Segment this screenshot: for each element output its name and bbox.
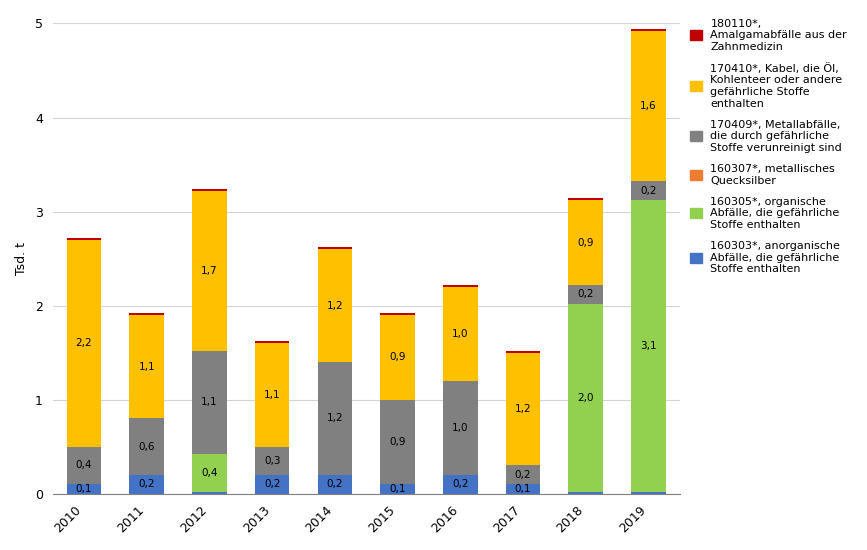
Text: 1,2: 1,2 xyxy=(327,300,343,311)
Bar xyxy=(317,248,352,249)
Text: 1,1: 1,1 xyxy=(139,362,155,372)
Bar xyxy=(129,419,164,475)
Bar xyxy=(505,465,540,484)
Bar xyxy=(67,240,101,447)
Bar xyxy=(317,362,352,475)
Bar xyxy=(255,343,290,447)
Bar xyxy=(443,285,478,287)
Text: 1,7: 1,7 xyxy=(201,266,218,276)
Text: 2,2: 2,2 xyxy=(75,338,92,348)
Text: 0,4: 0,4 xyxy=(201,468,218,478)
Bar xyxy=(192,189,226,191)
Bar xyxy=(443,287,478,381)
Bar xyxy=(443,381,478,475)
Bar xyxy=(255,475,290,494)
Bar xyxy=(192,351,226,454)
Text: 0,4: 0,4 xyxy=(75,460,92,470)
Text: 3,1: 3,1 xyxy=(640,341,656,351)
Bar xyxy=(192,454,226,492)
Text: 0,1: 0,1 xyxy=(515,484,531,494)
Bar xyxy=(67,484,101,494)
Bar xyxy=(67,238,101,240)
Bar xyxy=(631,182,666,200)
Bar xyxy=(192,492,226,494)
Bar xyxy=(192,191,226,351)
Bar xyxy=(505,353,540,465)
Text: 0,2: 0,2 xyxy=(577,289,594,299)
Bar xyxy=(129,475,164,494)
Bar xyxy=(569,200,603,285)
Bar xyxy=(569,285,603,304)
Text: 0,1: 0,1 xyxy=(75,484,92,494)
Bar xyxy=(631,29,666,31)
Text: 0,3: 0,3 xyxy=(264,456,280,466)
Text: 0,2: 0,2 xyxy=(264,479,280,490)
Text: 1,0: 1,0 xyxy=(452,423,468,433)
Text: 0,9: 0,9 xyxy=(577,238,594,248)
Bar xyxy=(569,304,603,492)
Text: 1,0: 1,0 xyxy=(452,329,468,339)
Text: 0,2: 0,2 xyxy=(452,479,468,490)
Bar xyxy=(505,484,540,494)
Text: 0,2: 0,2 xyxy=(515,470,531,480)
Text: 1,1: 1,1 xyxy=(201,398,218,408)
Text: 0,6: 0,6 xyxy=(139,442,155,452)
Bar xyxy=(569,199,603,200)
Bar xyxy=(631,492,666,494)
Bar xyxy=(129,315,164,419)
Y-axis label: Tsd. t: Tsd. t xyxy=(15,242,28,275)
Bar xyxy=(505,351,540,353)
Bar xyxy=(631,200,666,492)
Bar xyxy=(255,342,290,343)
Bar xyxy=(317,475,352,494)
Bar xyxy=(443,475,478,494)
Bar xyxy=(569,492,603,494)
Text: 0,2: 0,2 xyxy=(139,479,155,490)
Text: 1,2: 1,2 xyxy=(327,414,343,424)
Bar xyxy=(381,400,414,484)
Legend: 180110*,
Amalgamabfälle aus der
Zahnmedizin, 170410*, Kabel, die Öl,
Kohlenteer : 180110*, Amalgamabfälle aus der Zahnmedi… xyxy=(686,14,851,279)
Text: 2,0: 2,0 xyxy=(577,393,594,403)
Text: 0,9: 0,9 xyxy=(389,437,406,447)
Bar xyxy=(381,484,414,494)
Text: 1,2: 1,2 xyxy=(515,404,531,414)
Text: 0,2: 0,2 xyxy=(327,479,343,490)
Text: 0,2: 0,2 xyxy=(640,186,656,196)
Text: 0,1: 0,1 xyxy=(389,484,406,494)
Text: 1,1: 1,1 xyxy=(264,390,280,400)
Text: 0,9: 0,9 xyxy=(389,353,406,362)
Bar xyxy=(317,249,352,362)
Text: 1,6: 1,6 xyxy=(640,101,656,111)
Bar xyxy=(67,447,101,484)
Bar xyxy=(255,447,290,475)
Bar xyxy=(129,313,164,315)
Bar xyxy=(631,31,666,182)
Bar xyxy=(381,313,414,315)
Bar xyxy=(381,315,414,400)
